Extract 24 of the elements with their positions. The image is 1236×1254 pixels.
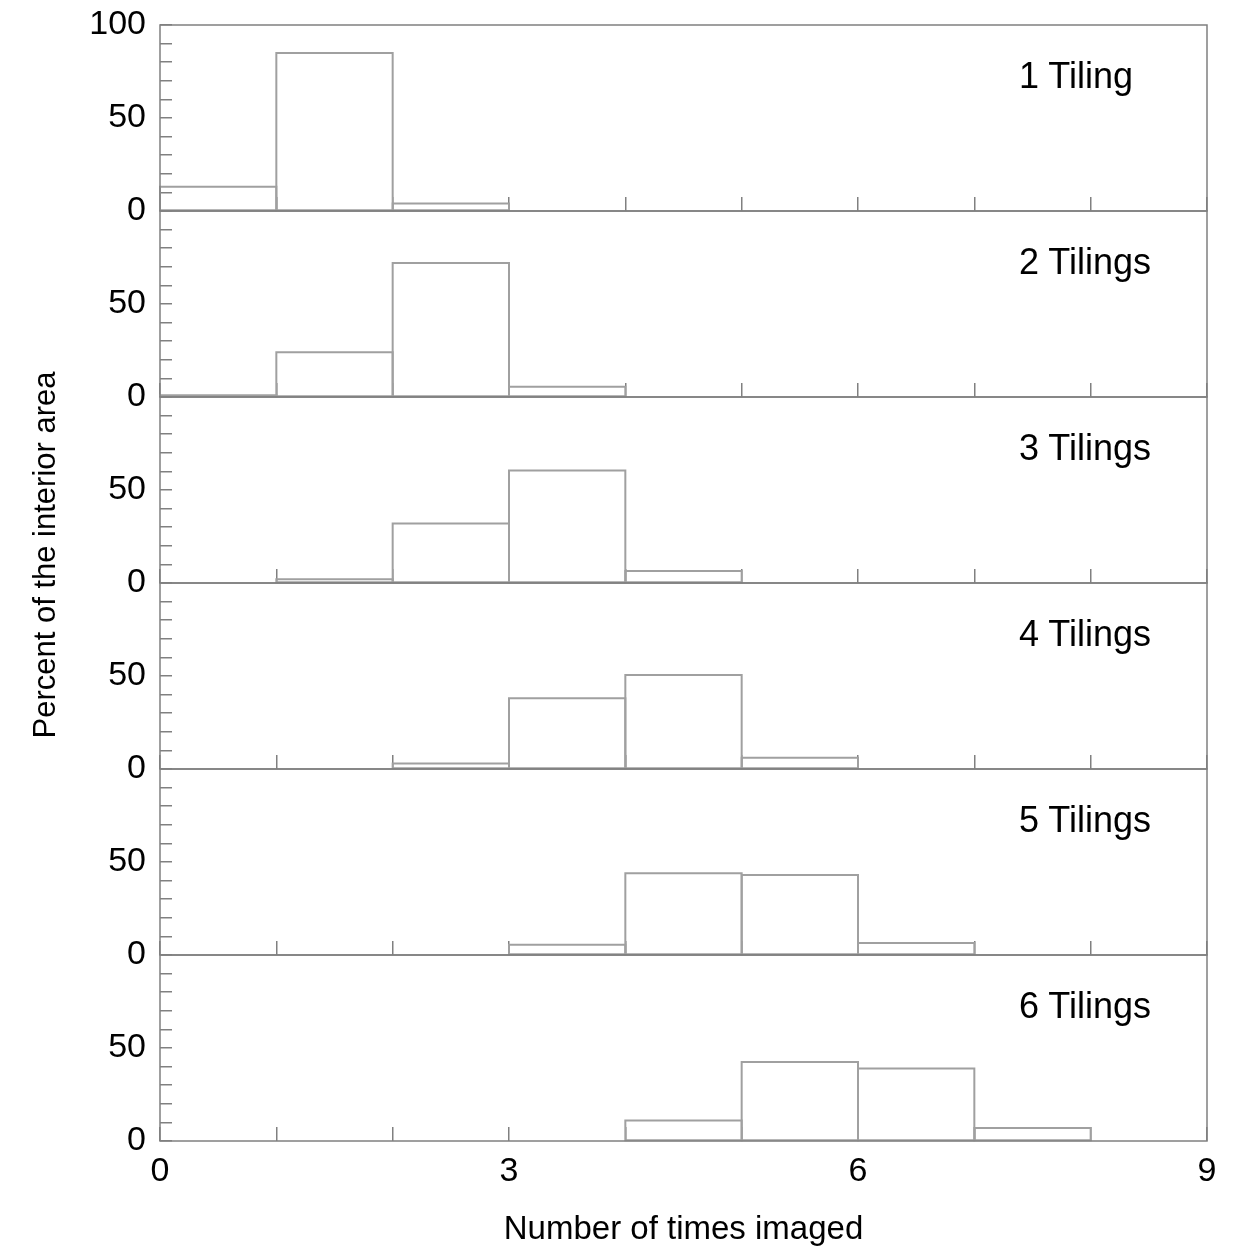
y-tick-label: 50 <box>108 840 146 879</box>
y-tick-label: 0 <box>127 747 146 786</box>
annotation: 1 Tiling <box>1019 54 1134 96</box>
annotation: 3 Tilings <box>1019 426 1152 468</box>
x-tick-label: 9 <box>1197 1149 1217 1188</box>
annotation: 6 Tilings <box>1019 984 1152 1026</box>
y-tick-label: 50 <box>108 1026 146 1065</box>
annotation: 4 Tilings <box>1019 612 1152 654</box>
annotation: 2 Tilings <box>1019 240 1152 282</box>
x-tick-label: 6 <box>848 1149 868 1188</box>
y-tick-label: 0 <box>127 561 146 600</box>
x-tick-label: 3 <box>499 1149 519 1188</box>
y-tick-label: 0 <box>127 1119 146 1158</box>
y-tick-label: 0 <box>127 189 146 228</box>
annotation: 5 Tilings <box>1019 798 1152 840</box>
y-tick-label: 50 <box>108 282 146 321</box>
y-axis-title: Percent of the interior area <box>27 371 63 739</box>
x-axis-title: Number of times imaged <box>503 1209 864 1247</box>
y-tick-label: 50 <box>108 468 146 507</box>
y-tick-label: 50 <box>108 654 146 693</box>
y-tick-label: 50 <box>108 96 146 135</box>
y-tick-label: 0 <box>127 375 146 414</box>
y-tick-label: 100 <box>89 3 146 42</box>
y-tick-label: 0 <box>127 933 146 972</box>
